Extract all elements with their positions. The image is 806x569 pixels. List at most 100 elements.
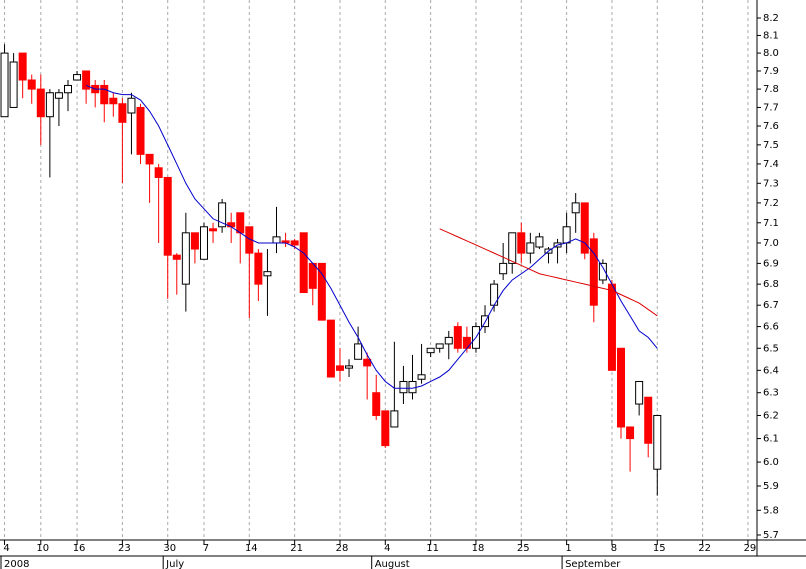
x-tick-label: 11	[426, 543, 439, 554]
x-tick-label: 21	[290, 543, 303, 554]
candle-body	[335, 365, 344, 371]
month-label: July	[165, 559, 184, 569]
y-tick-label: 7.6	[763, 121, 779, 132]
y-tick-label: 7.5	[763, 140, 779, 151]
x-tick-label: 8	[611, 543, 617, 554]
y-tick-label: 6.6	[763, 322, 779, 333]
candle-body	[199, 226, 208, 260]
candle-body	[209, 228, 218, 232]
candle-body	[290, 240, 299, 246]
candle-body	[435, 343, 444, 349]
month-label: September	[565, 559, 621, 569]
candle-body	[36, 88, 45, 118]
candle-body	[54, 92, 63, 99]
candle-body	[381, 410, 390, 447]
moving-average-line	[439, 228, 658, 317]
y-tick-label: 6.5	[763, 343, 779, 354]
candle-body	[580, 202, 589, 254]
candle-body	[562, 226, 571, 244]
x-tick-label: 23	[118, 543, 131, 554]
candle-body	[635, 380, 644, 405]
y-tick-label: 7.7	[763, 102, 779, 113]
candle-body	[308, 262, 317, 289]
x-tick-label: 7	[203, 543, 209, 554]
candle-body	[73, 74, 82, 81]
candle-body	[607, 283, 616, 371]
y-tick-label: 6.0	[763, 457, 779, 468]
candle-body	[653, 414, 662, 470]
y-tick-label: 5.8	[763, 505, 779, 516]
candle-body	[172, 254, 181, 260]
candle-body	[100, 84, 109, 105]
candle-body	[136, 106, 145, 155]
y-tick-label: 6.1	[763, 434, 779, 445]
candle-body	[598, 262, 607, 281]
y-tick-label: 7.3	[763, 178, 779, 189]
y-tick-label: 7.1	[763, 218, 779, 229]
y-tick-label: 7.2	[763, 198, 779, 209]
candle-body	[18, 52, 27, 81]
candle-body	[390, 410, 399, 428]
y-tick-label: 6.2	[763, 410, 779, 421]
x-tick-label: 16	[73, 543, 86, 554]
y-tick-label: 6.4	[763, 365, 779, 376]
candle-body	[345, 365, 354, 369]
y-tick-label: 7.4	[763, 159, 779, 170]
x-tick-label: 14	[245, 543, 258, 554]
x-tick-label: 4	[3, 543, 9, 554]
candle-body	[63, 84, 72, 94]
candle-body	[254, 252, 263, 285]
candle-body	[317, 262, 326, 321]
y-tick-label: 6.7	[763, 300, 779, 311]
candle-body	[0, 52, 9, 118]
candle-body	[589, 238, 598, 306]
candle-body	[571, 202, 580, 214]
y-tick-label: 7.9	[763, 66, 779, 77]
candle-body	[372, 392, 381, 416]
candle-body	[9, 61, 18, 108]
month-label: 2008	[4, 559, 29, 569]
x-tick-label: 22	[698, 543, 711, 554]
candle-body	[190, 232, 199, 250]
candle-body	[644, 396, 653, 444]
x-tick-label: 30	[163, 543, 176, 554]
y-tick-label: 8.2	[763, 13, 779, 24]
candle-body	[154, 167, 163, 178]
x-tick-label: 4	[384, 543, 390, 554]
candle-body	[526, 242, 535, 254]
x-tick-label: 29	[744, 543, 757, 554]
candle-body	[508, 232, 517, 264]
y-tick-label: 7.0	[763, 238, 779, 249]
y-tick-label: 6.9	[763, 258, 779, 269]
candle-body	[145, 153, 154, 165]
candle-body	[272, 236, 281, 244]
candle-body	[163, 176, 172, 256]
candle-body	[218, 202, 227, 228]
y-tick-label: 7.8	[763, 84, 779, 95]
candle-body	[109, 97, 118, 105]
candle-body	[453, 326, 462, 349]
candle-body	[299, 232, 308, 294]
candle-body	[617, 347, 626, 428]
candle-body	[127, 97, 136, 114]
x-tick-label: 25	[517, 543, 530, 554]
candle-body	[535, 236, 544, 248]
candle-body	[82, 70, 91, 90]
candle-body	[399, 380, 408, 394]
moving-average-line	[85, 84, 658, 389]
x-tick-label: 1	[565, 543, 571, 554]
candle-body	[354, 343, 363, 360]
y-tick-label: 5.7	[763, 530, 779, 541]
candle-body	[444, 336, 453, 345]
candle-body	[45, 92, 54, 118]
candle-body	[181, 232, 190, 285]
x-tick-label: 15	[653, 543, 666, 554]
candle-body	[263, 271, 272, 277]
candle-body	[326, 319, 335, 378]
candle-body	[27, 79, 36, 90]
y-tick-label: 6.3	[763, 388, 779, 399]
candle-body	[417, 374, 426, 380]
candle-body	[426, 347, 435, 354]
candle-body	[363, 358, 372, 367]
